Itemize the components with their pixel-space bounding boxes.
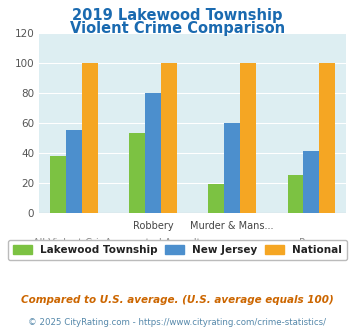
Bar (129, 133, 145, 213)
Bar (145, 93, 161, 213)
Text: Robbery: Robbery (133, 221, 173, 231)
Bar (161, 63, 177, 213)
Bar (50, 156, 66, 213)
Bar (224, 123, 240, 213)
Text: © 2025 CityRating.com - https://www.cityrating.com/crime-statistics/: © 2025 CityRating.com - https://www.city… (28, 318, 327, 327)
Bar (304, 151, 319, 213)
Text: Compared to U.S. average. (U.S. average equals 100): Compared to U.S. average. (U.S. average … (21, 295, 334, 305)
Bar (288, 175, 304, 213)
Bar (319, 63, 335, 213)
Text: Aggravated Assault: Aggravated Assault (105, 238, 201, 248)
Bar (240, 63, 256, 213)
Text: 2019 Lakewood Township: 2019 Lakewood Township (72, 8, 283, 23)
Text: All Violent Crime: All Violent Crime (33, 238, 115, 248)
Bar (66, 130, 82, 213)
Legend: Lakewood Township, New Jersey, National: Lakewood Township, New Jersey, National (8, 240, 347, 260)
Text: Violent Crime Comparison: Violent Crime Comparison (70, 21, 285, 36)
Text: Rape: Rape (299, 238, 324, 248)
Bar (82, 63, 98, 213)
Text: Murder & Mans...: Murder & Mans... (190, 221, 274, 231)
Bar (208, 184, 224, 213)
